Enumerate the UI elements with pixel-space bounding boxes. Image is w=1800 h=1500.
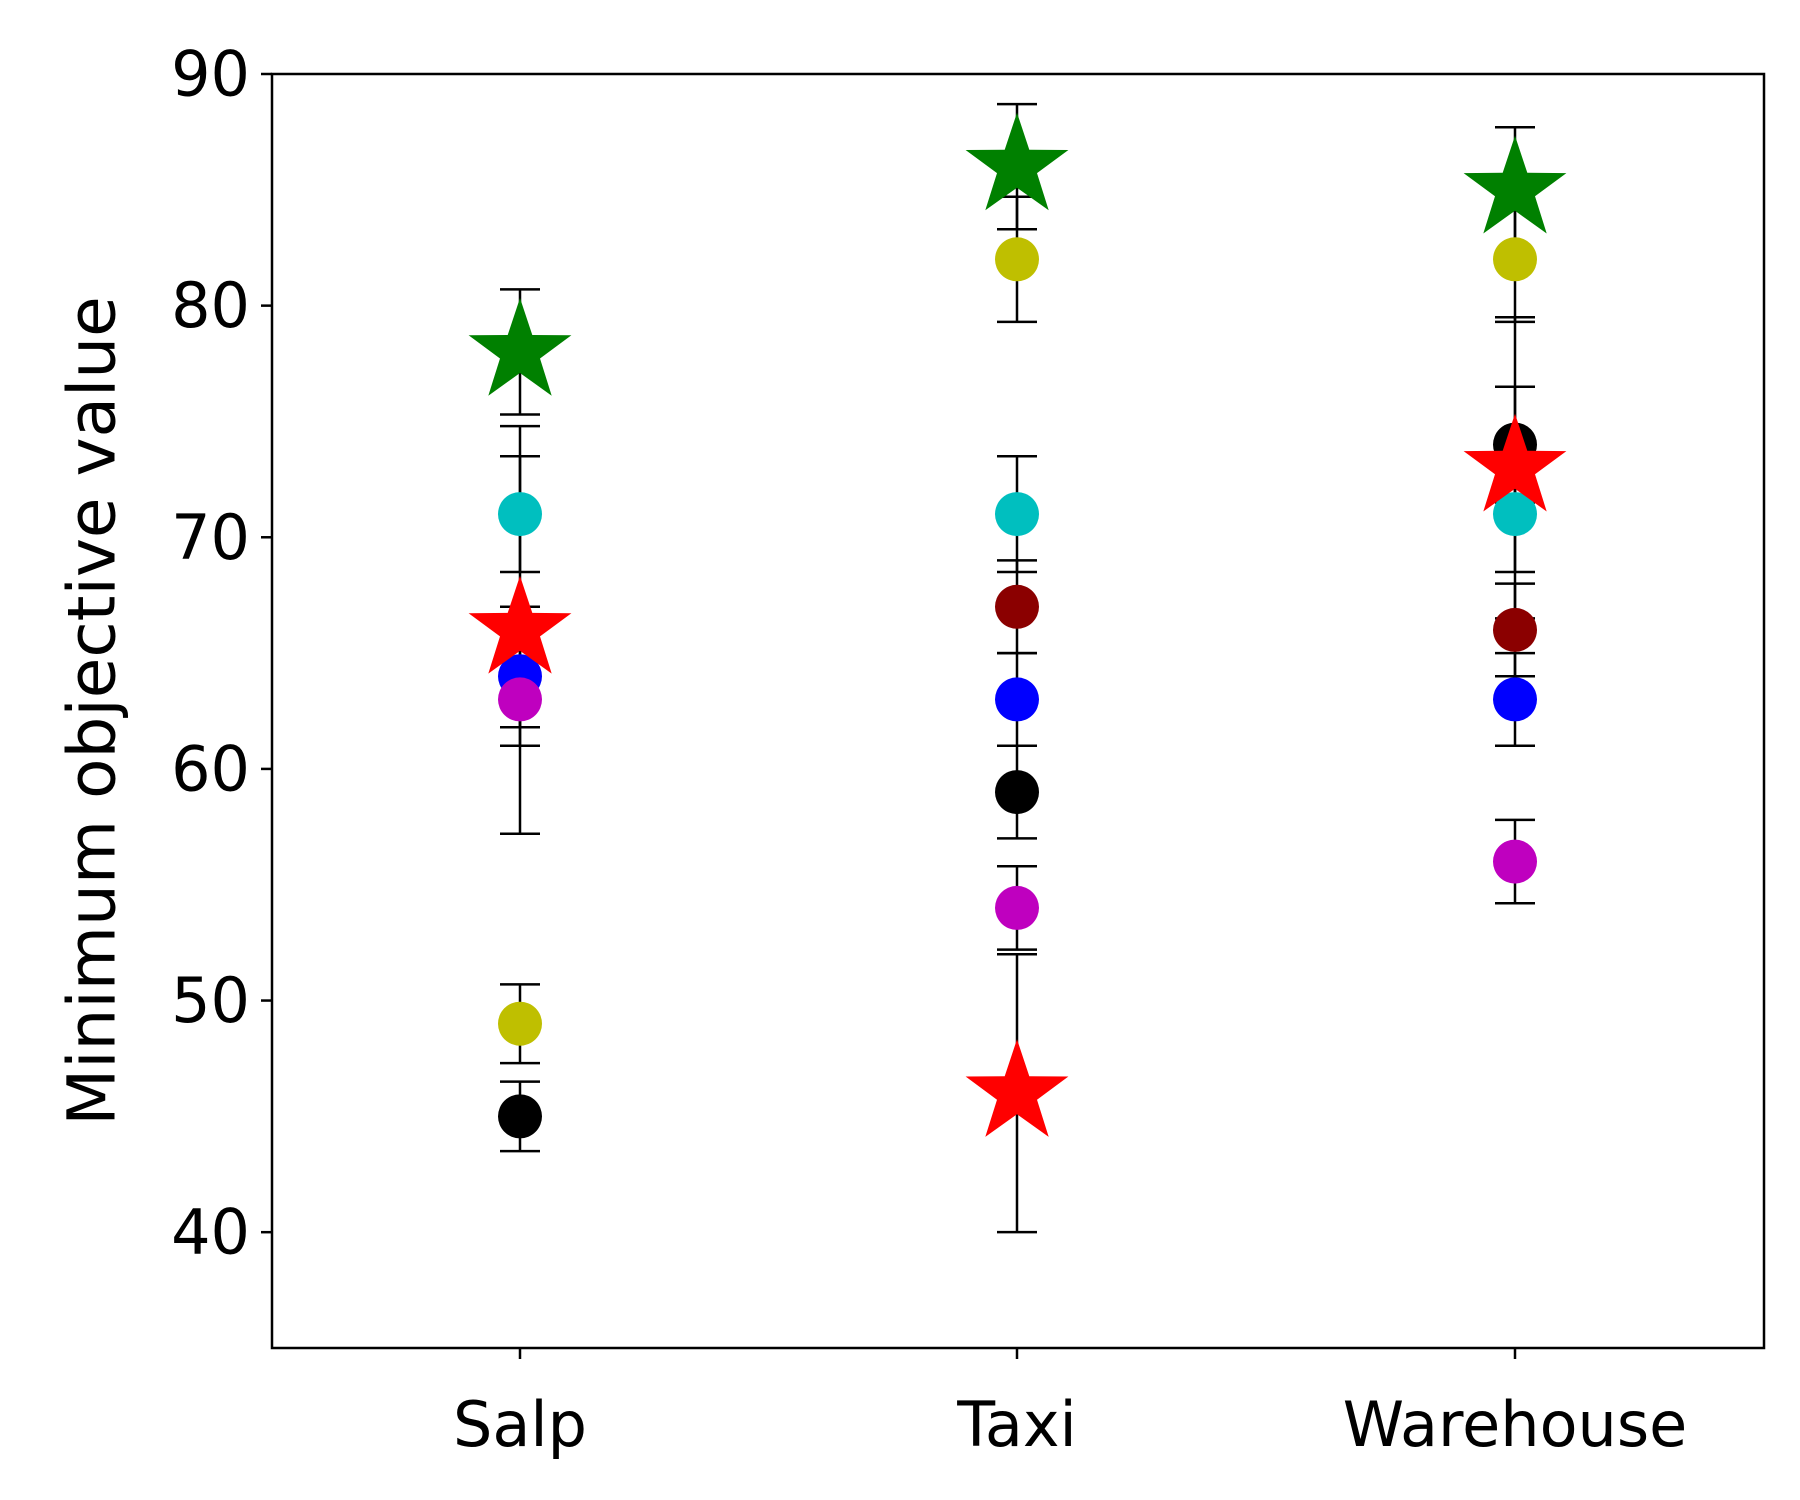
y-axis-label: Minimum objective value [54, 296, 131, 1125]
y-tick-label: 60 [171, 732, 250, 805]
data-point-star [468, 575, 572, 674]
data-point [995, 885, 1039, 930]
data-point-star [1463, 413, 1567, 512]
data-point [1493, 839, 1537, 884]
y-tick-label: 90 [171, 38, 250, 111]
data-point [995, 492, 1039, 537]
y-tick-label: 80 [171, 269, 250, 342]
data-point [498, 677, 542, 722]
y-axis: 40 50 60 70 80 90 [171, 38, 272, 1269]
data-point [995, 584, 1039, 629]
x-tick-label: Taxi [956, 1388, 1077, 1461]
data-point [498, 1001, 542, 1046]
y-tick-label: 50 [171, 964, 250, 1037]
data-point [995, 237, 1039, 282]
data-point-star [1463, 135, 1567, 234]
data-point [995, 770, 1039, 815]
x-tick-label: Warehouse [1343, 1388, 1688, 1461]
data-markers [468, 112, 1567, 1139]
data-point [1493, 677, 1537, 722]
x-tick-label: Salp [453, 1388, 587, 1461]
x-axis: Salp Taxi Warehouse [453, 1348, 1687, 1461]
y-tick-label: 40 [171, 1196, 250, 1269]
data-point [498, 1094, 542, 1139]
data-point [1493, 492, 1537, 537]
data-point-star [965, 112, 1069, 211]
data-point-star [468, 298, 572, 396]
y-tick-label: 70 [171, 501, 250, 574]
data-point [995, 677, 1039, 722]
data-point-star [965, 1039, 1069, 1137]
data-point [498, 492, 542, 537]
data-point [1493, 607, 1537, 652]
data-point [1493, 237, 1537, 282]
